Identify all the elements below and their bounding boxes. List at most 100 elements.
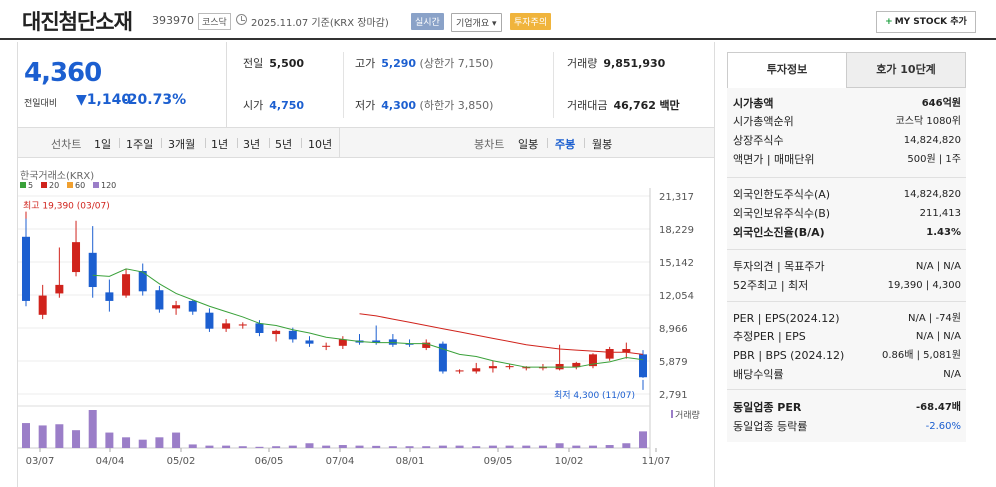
divider <box>727 177 966 178</box>
info-row: 투자의견 | 목표주가 N/A | N/A <box>733 259 961 275</box>
period-1w[interactable]: 1주일 <box>126 138 154 151</box>
volume-bar <box>122 437 131 448</box>
info-row: 52주최고 | 최저 19,390 | 4,300 <box>733 278 961 294</box>
candle-chart-label: 봉차트 <box>474 138 505 151</box>
y-tick-label: 5,879 <box>659 357 688 368</box>
ma20-line <box>359 313 644 355</box>
x-tick-label: 09/05 <box>484 456 513 467</box>
candle-monthly[interactable]: 월봉 <box>592 138 613 151</box>
candle-daily[interactable]: 일봉 <box>518 138 539 151</box>
price-detail: 전일 5,500 시가 4,750 고가 5,290 (상한가 7,150) 저가 4,… <box>227 42 715 128</box>
volume-bar <box>522 445 531 448</box>
info-row: 외국인소진율(B/A) 1.43% <box>733 225 961 241</box>
candle-body <box>622 349 631 353</box>
info-row: 시가총액 646억원 <box>733 96 961 112</box>
legend-swatch <box>67 182 73 188</box>
stock-code: 393970 <box>152 14 194 27</box>
y-tick-label: 2,791 <box>659 390 688 401</box>
candle-weekly[interactable]: 주봉 <box>555 138 576 151</box>
volume-bar <box>255 446 264 448</box>
volume-bar <box>455 445 464 448</box>
divider <box>205 138 206 148</box>
legend-label: 20 <box>49 181 59 190</box>
volume-bar <box>288 445 297 448</box>
change-percent: -20.73% <box>122 92 187 108</box>
info-row-value: N/A | N/A <box>915 261 961 272</box>
legend-label: 60 <box>75 181 85 190</box>
volume-bar <box>22 423 30 448</box>
info-row-key: PBR | BPS (2024.12) <box>733 349 845 362</box>
y-tick-label: 21,317 <box>659 192 694 203</box>
candle-body <box>322 345 331 347</box>
price-chart[interactable]: 한국거래소(KRX) 5 20 60 120 21,317 18,229 15,142 12,0… <box>17 158 715 487</box>
info-row: 액면가 | 매매단위 500원 | 1주 <box>733 152 961 168</box>
candle-body <box>522 367 531 369</box>
legend-label: 120 <box>101 181 116 190</box>
tab-investment-info[interactable]: 투자정보 <box>727 52 847 88</box>
candle-body <box>172 305 181 309</box>
volume-bar <box>372 445 381 448</box>
candle-body <box>422 342 431 348</box>
info-row-key: 외국인한도주식수(A) <box>733 188 831 201</box>
info-row-key: 투자의견 | 목표주가 <box>733 260 825 273</box>
volume-bar <box>639 431 647 448</box>
trade-value-unit: 백만 <box>659 99 680 112</box>
candle-body <box>488 366 497 369</box>
divider <box>301 138 302 148</box>
price-summary: 4,360 전일대비 ▼1,140 -20.73% <box>17 42 227 128</box>
upper-limit: (상한가 7,150) <box>419 57 494 70</box>
info-row-key: 외국인보유주식수(B) <box>733 207 831 220</box>
low-price: 저가 4,300 (하한가 3,850) <box>355 97 493 113</box>
candle-body <box>222 323 231 329</box>
period-3m[interactable]: 3개월 <box>168 138 196 151</box>
open-value: 4,750 <box>269 99 305 112</box>
y-tick-label: 12,054 <box>659 291 694 302</box>
volume-bar <box>72 430 81 448</box>
candle-body <box>188 300 197 312</box>
period-5y[interactable]: 5년 <box>275 138 293 151</box>
prev-close-label: 전일 <box>243 57 264 70</box>
period-1y[interactable]: 1년 <box>211 138 229 151</box>
volume-value: 9,851,930 <box>603 57 666 70</box>
period-10y[interactable]: 10년 <box>308 138 333 151</box>
candle-body <box>72 242 81 273</box>
candlestick-chart-svg: 한국거래소(KRX)5 20 60 120 21,317 18,229 15,142 12,0… <box>18 170 700 467</box>
investment-info-panel: 투자정보 호가 10단계 시가총액 646억원 시가총액순위 코스닥 1080위 상장주… <box>727 52 966 442</box>
x-tick-label: 04/04 <box>96 456 125 467</box>
divider <box>727 301 966 302</box>
candle-body <box>472 368 481 372</box>
period-1d[interactable]: 1일 <box>94 138 112 151</box>
stock-name: 대진첨단소재 <box>22 10 133 34</box>
divider <box>343 52 344 118</box>
info-row-value: N/A <box>943 369 961 380</box>
tab-orderbook[interactable]: 호가 10단계 <box>847 52 966 88</box>
volume: 거래량 9,851,930 <box>567 55 665 71</box>
x-tick-label: 10/02 <box>555 456 584 467</box>
x-tick-label: 06/05 <box>255 456 284 467</box>
period-3y[interactable]: 3년 <box>243 138 261 151</box>
candle-body <box>338 339 347 346</box>
volume-bar <box>438 445 447 448</box>
candle-body <box>372 340 381 343</box>
info-row-value: 코스닥 1080위 <box>895 116 961 127</box>
company-overview-dropdown[interactable]: 기업개요 ▾ <box>451 13 502 32</box>
volume-bar <box>305 443 314 448</box>
market-tag: 코스닥 <box>198 13 231 30</box>
x-tick-label: 07/04 <box>326 456 355 467</box>
add-mystock-button[interactable]: + MY STOCK 추가 <box>876 11 976 33</box>
volume-bar <box>272 446 281 448</box>
candle-body <box>505 366 514 368</box>
candle-body <box>438 343 447 372</box>
volume-bar <box>505 445 514 448</box>
legend-swatch <box>41 182 47 188</box>
realtime-tag[interactable]: 실시간 <box>411 13 444 30</box>
candle-body <box>122 274 131 296</box>
x-tick-label: 11/07 <box>642 456 671 467</box>
candle-body <box>305 340 314 344</box>
high-annotation: 최고 19,390 (03/07) <box>23 201 110 212</box>
divider <box>547 138 548 148</box>
current-price: 4,360 <box>24 58 102 88</box>
candle-body <box>138 270 147 292</box>
volume-bar <box>55 424 64 448</box>
volume-bar <box>322 445 331 448</box>
